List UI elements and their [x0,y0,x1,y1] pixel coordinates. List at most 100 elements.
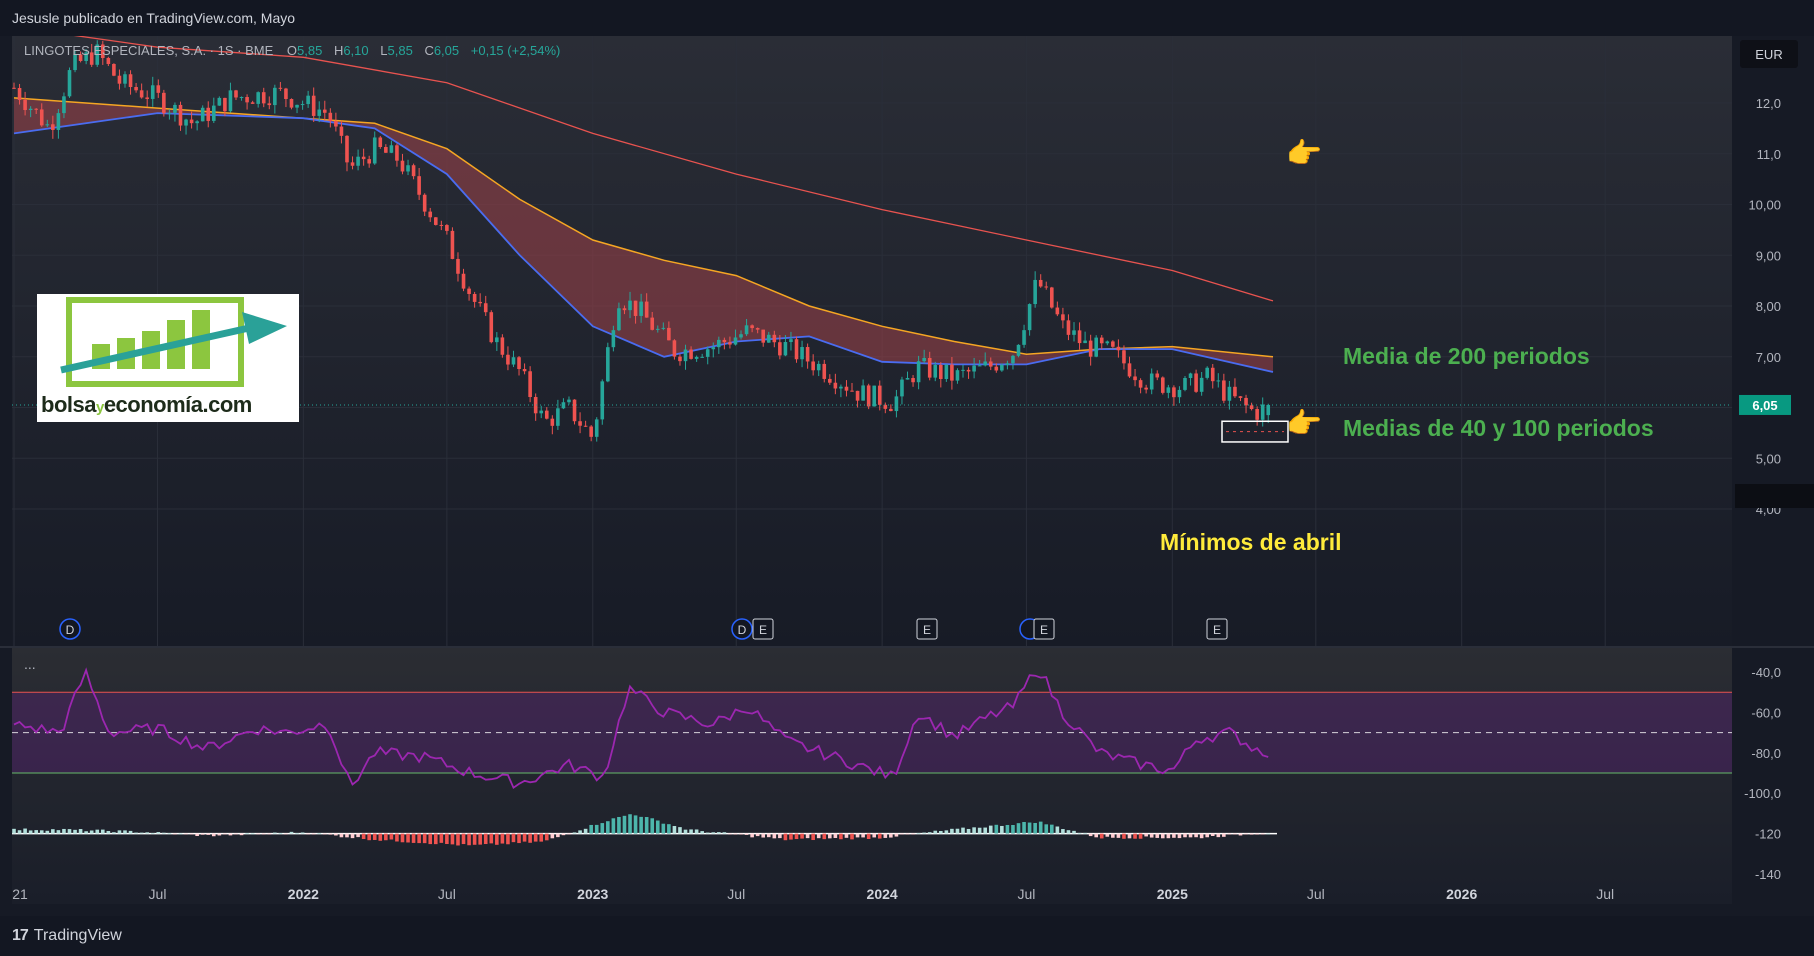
candle-body [1177,389,1182,398]
macd-bar [894,833,899,837]
chart-area[interactable]: LINGOTES ESPECIALES, S.A. · 1S · BME O5,… [0,36,1814,916]
candle-body [1083,340,1087,344]
candle-body [733,337,738,345]
time-axis[interactable]: 21 Jul 2022 Jul 2023 Jul 2024 Jul 2025 Jul 2026 Jul [12,886,1614,902]
candle-body [483,303,488,313]
dividend-marker[interactable]: D [731,618,753,640]
macd-bar [1255,833,1259,835]
macd-bar [983,827,988,834]
macd-bar [51,829,55,834]
indicator-menu-icon[interactable]: ... [24,656,36,672]
macd-bar [966,828,971,834]
macd-bar [495,833,499,845]
macd-bar [78,829,83,834]
april-lows-box[interactable] [1221,420,1289,443]
time-tick-label: 2024 [867,886,898,902]
earnings-marker[interactable]: E [916,618,938,640]
macd-bar [406,833,410,843]
event-markers[interactable]: D D E E E E [59,618,1228,640]
candle-body [816,363,821,371]
macd-bar [456,833,460,846]
macd-bar [1144,833,1148,837]
macd-bar [450,833,455,845]
macd-bar [395,833,399,842]
tradingview-logo[interactable]: 17 TradingView [12,927,122,945]
candle-body [578,421,582,426]
macd-bar [62,828,66,834]
macd-bar [239,833,244,836]
earnings-marker[interactable]: E [1033,618,1055,640]
oscillator-tick-label: -80,0 [1751,746,1781,761]
macd-bar [650,818,655,834]
candle-body [655,328,660,330]
candle-body [128,74,133,88]
candle-body [561,402,566,409]
macd-bar [1222,833,1226,837]
candle-body [966,369,971,372]
macd-bar [156,832,161,834]
macd-bar [334,833,338,836]
candle-body [439,224,444,226]
macd-bar [739,833,743,835]
macd-bar [1194,833,1198,838]
macd-bar [400,833,405,843]
ma40-100-label: Medias de 40 y 100 periodos [1343,415,1654,441]
ma-cloud [14,97,1273,373]
macd-bar [561,833,566,836]
candle-body [56,113,61,130]
legend-change: +0,15 (+2,54%) [471,43,561,58]
macd-bar [822,833,827,840]
macd-bar [850,833,854,840]
candle-body [933,364,938,378]
candle-body [833,382,838,389]
macd-bar [1155,833,1160,838]
currency-button[interactable]: EUR [1740,40,1798,68]
candle-body [112,63,116,76]
candle-body [261,92,266,104]
earnings-marker[interactable]: E [752,618,774,640]
candle-body [1127,363,1132,377]
macd-bar [977,827,982,834]
price-axis[interactable]: 12,011,010,009,008,007,006,005,004,00 [1748,96,1781,517]
candle-body [866,385,871,407]
macd-bar [1038,821,1043,834]
time-tick-label: Jul [727,886,745,902]
candle-body [567,399,571,403]
macd-bar [95,829,100,834]
oscillator-axis[interactable]: -40,0 -60,0 -80,0 -100,0 -120 -140 [1744,665,1781,882]
macd-bar [478,833,482,845]
candle-body [23,99,27,111]
candle-body [428,211,433,218]
macd-bar [173,833,177,835]
candle-body [1000,364,1004,371]
macd-bar [1050,824,1054,834]
candle-body [1138,380,1143,388]
earnings-marker-label: E [1040,623,1048,637]
candle-body [28,108,33,111]
candle-body [972,365,976,372]
candle-body [295,104,299,108]
pane-separator[interactable] [0,646,1814,648]
dividend-marker[interactable]: D [59,618,81,640]
candle-body [739,334,743,338]
macd-bar [600,823,605,834]
candle-body [617,308,621,331]
macd-bar [306,833,310,835]
candle-body [550,418,555,426]
macd-bar [772,833,777,839]
candle-body [361,156,366,160]
candle-body [51,124,55,130]
candle-body [905,378,910,380]
candle-body [1038,279,1043,287]
candle-body [828,378,832,383]
macd-bar [528,833,532,843]
candle-body [156,85,161,93]
earnings-marker[interactable]: E [1206,618,1228,640]
candle-body [162,92,166,114]
candle-body [794,339,799,360]
macd-bar [189,833,194,835]
candle-body [184,119,188,126]
candle-body [539,410,544,414]
macd-bar [961,827,965,834]
macd-bar [12,828,16,834]
